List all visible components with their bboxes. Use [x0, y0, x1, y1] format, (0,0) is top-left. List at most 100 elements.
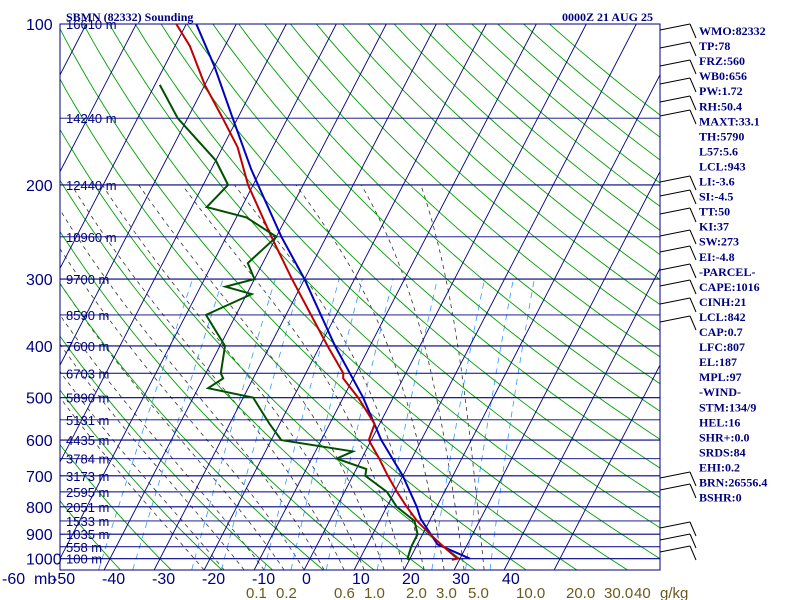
wind-barb-flag	[689, 189, 697, 205]
dry-adiabat-line	[60, 179, 425, 570]
indices-panel: WMO:82332TP:78FRZ:560WB0:656PW:1.72RH:50…	[699, 24, 767, 505]
profiles	[158, 24, 471, 561]
index-item: EI:-4.8	[699, 250, 735, 264]
index-item: BRN:26556.4	[699, 476, 767, 490]
wind-barb-flag	[689, 95, 697, 111]
index-item: TT:50	[699, 205, 730, 219]
height-label: 5131 m	[66, 413, 109, 428]
mixing-ratio-lines	[98, 278, 535, 570]
height-label: 2595 m	[66, 485, 109, 500]
mixing-ratio-label: 0.1	[246, 585, 267, 600]
mixing-ratio-line	[431, 279, 485, 570]
index-item: -WIND-	[699, 385, 741, 399]
index-item: LCL:842	[699, 310, 746, 324]
height-label: 10960 m	[66, 230, 117, 245]
pressure-tick-label: 900	[26, 527, 53, 544]
dry-adiabat-line	[108, 24, 660, 560]
dry-adiabat-line	[497, 24, 660, 161]
isotherm-line	[60, 24, 337, 560]
dry-adiabat-line	[367, 24, 660, 280]
isotherms	[60, 24, 660, 570]
dry-adiabat-line	[445, 24, 660, 207]
isotherm-line	[453, 170, 660, 570]
dry-adiabat-line	[238, 24, 660, 412]
station-title: SBMN (82332) Sounding	[66, 10, 193, 24]
mixing-ratio-label: 5.0	[468, 585, 489, 600]
isotherm-line	[203, 24, 487, 570]
isotherm-line	[60, 24, 137, 173]
wind-barb-staff	[659, 109, 691, 117]
wind-barb-staff	[659, 41, 691, 49]
wind-barb-flag	[689, 207, 697, 223]
wind-barb-staff	[659, 95, 691, 103]
wind-barb-flag	[689, 483, 697, 499]
dry-adiabat-line	[471, 24, 660, 184]
index-item: SRDS:84	[699, 445, 746, 459]
wind-barb-flag	[689, 175, 697, 191]
height-label: 12440 m	[66, 178, 117, 193]
wind-barb-staff	[659, 245, 691, 253]
pressure-tick-label: 700	[26, 469, 53, 486]
isotherm-line	[303, 24, 587, 570]
height-label: 3784 m	[66, 452, 109, 467]
height-label: 16610 m	[66, 17, 117, 32]
moist-adiabat-line	[102, 184, 365, 570]
dry-adiabat-line	[60, 444, 172, 570]
dry-adiabat-line	[393, 24, 660, 256]
height-label: 1533 m	[66, 514, 109, 529]
temperature-tick-label: 10	[352, 571, 370, 588]
moist-adiabat-line	[71, 184, 345, 570]
dry-adiabat-line	[60, 230, 375, 570]
wind-barb-flag	[689, 245, 697, 261]
moist-adiabat-line	[361, 184, 465, 570]
mixing-ratio-line	[465, 279, 514, 570]
moist-adiabat-line	[60, 209, 325, 570]
isotherm-line	[60, 24, 187, 270]
temperature-tick-label: 30	[452, 571, 470, 588]
wind-barb-flag	[689, 109, 697, 125]
pressure-unit-label: mb	[34, 571, 56, 588]
height-label: 6703 m	[66, 366, 109, 381]
mixing-ratio-label: 1.0	[364, 585, 385, 600]
pressure-tick-label: 400	[26, 339, 53, 356]
mixing-ratio-line	[325, 279, 394, 570]
moist-adiabat-line	[60, 248, 305, 570]
wind-barb-staff	[659, 471, 691, 479]
wind-barb-flag	[689, 229, 697, 245]
temperature-tick-label: -40	[102, 571, 125, 588]
index-item: TH:5790	[699, 129, 744, 143]
height-label: 3173 m	[66, 469, 109, 484]
dewpoint-trace	[158, 84, 419, 561]
index-item: MPL:97	[699, 370, 742, 384]
index-item: WMO:82332	[699, 24, 766, 38]
moist-adiabat-line	[295, 184, 445, 570]
pressure-tick-label: 800	[26, 500, 53, 517]
parcel-trace	[195, 24, 471, 560]
index-item: LI:-3.6	[699, 175, 735, 189]
mixing-ratio-label: 30.0	[604, 585, 633, 600]
dry-adiabat-line	[60, 335, 273, 570]
pressure-tick-label: 500	[26, 391, 53, 408]
temperature-tick-label: -60	[2, 571, 25, 588]
height-label: 4435 m	[66, 433, 109, 448]
index-item: BSHR:0	[699, 491, 742, 505]
mixing-ratio-label: 20.0	[566, 585, 595, 600]
wind-barb-flag	[689, 41, 697, 57]
wind-barb-flag	[689, 471, 697, 487]
temperature-tick-label: 20	[402, 571, 420, 588]
dry-adiabat-line	[60, 128, 476, 570]
wind-barb-staff	[659, 189, 691, 197]
dry-adiabat-line	[186, 24, 660, 469]
index-item: SHR+:0.0	[699, 430, 750, 444]
axis-labels: 1002003004005006007008009001000mb-80-70-…	[2, 17, 688, 600]
dry-adiabat-line	[83, 24, 628, 570]
mixing-ratio-label: 0.2	[276, 585, 297, 600]
wind-barb-staff	[659, 229, 691, 237]
isotherm-line	[553, 364, 660, 570]
wind-barb-flag	[689, 297, 697, 313]
isotherm-line	[503, 267, 660, 570]
mixing-ratio-label: 10.0	[516, 585, 545, 600]
wind-barb-flag	[689, 545, 697, 561]
